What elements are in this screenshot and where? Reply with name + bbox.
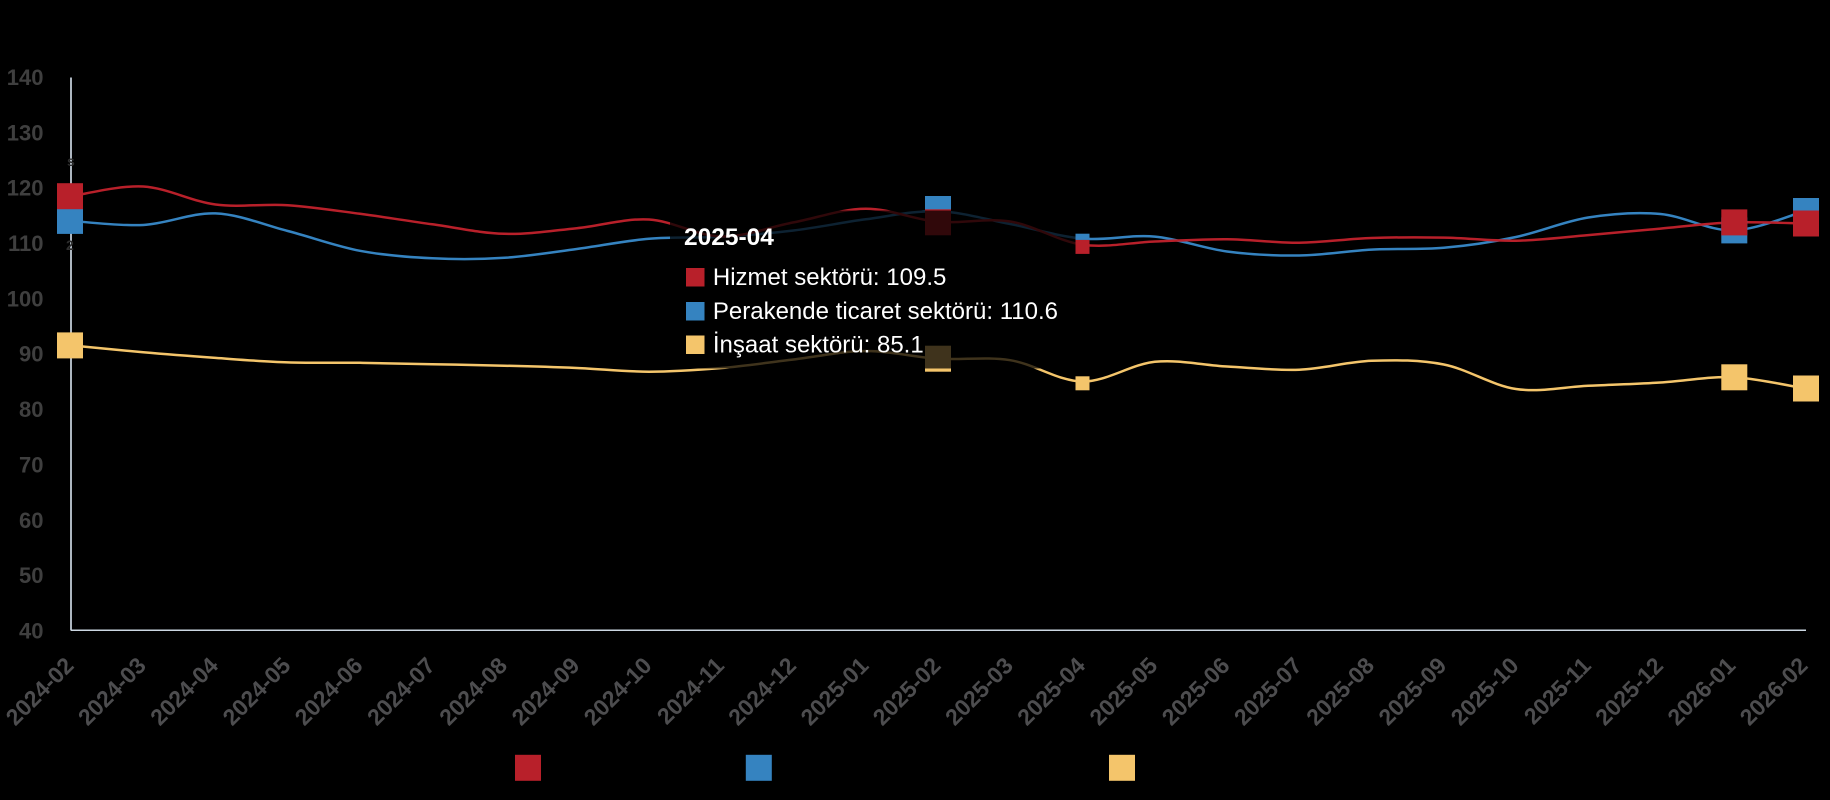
svg-text:2025-04: 2025-04 [684,224,774,251]
svg-text:80: 80 [19,397,43,422]
svg-text:130: 130 [7,120,44,145]
svg-text:Hizmet sektörü: 109.5: Hizmet sektörü: 109.5 [713,264,946,291]
svg-text:60: 60 [19,508,43,533]
svg-text:120: 120 [7,176,44,201]
svg-text:İnşaat sektörü: 85.1: İnşaat sektörü: 85.1 [713,331,924,358]
svg-text:70: 70 [19,452,43,477]
svg-text:110: 110 [8,231,44,256]
svg-text:40: 40 [19,619,43,644]
svg-text:Perakende ticaret sektörü: 110: Perakende ticaret sektörü: 110.6 [713,298,1058,325]
svg-text:90: 90 [19,342,43,367]
svg-text:s: s [67,153,75,169]
svg-text:50: 50 [19,563,43,588]
svg-text:2: 2 [66,237,74,253]
svg-text:100: 100 [7,286,44,311]
svg-text:140: 140 [7,65,44,90]
